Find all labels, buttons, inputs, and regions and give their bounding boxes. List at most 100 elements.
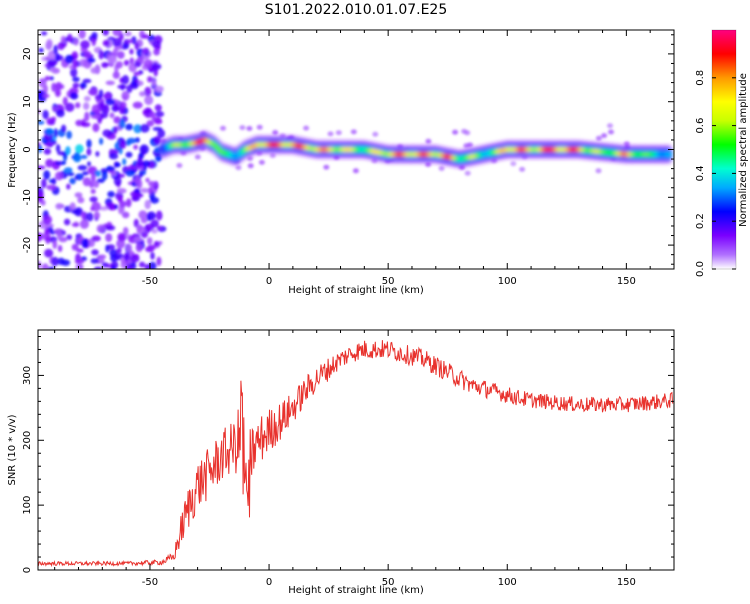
spectrogram-x-ticks: -50 0 50 100 150: [54, 30, 675, 287]
noise-blob: [105, 233, 113, 243]
noise-blob: [151, 78, 157, 87]
noise-blob: [128, 235, 138, 244]
noise-blob: [90, 188, 96, 194]
noise-blob: [601, 133, 608, 139]
x-tick-label: 50: [382, 577, 395, 588]
noise-blob: [107, 191, 115, 198]
noise-blob: [123, 252, 130, 261]
noise-blob: [176, 163, 183, 168]
noise-blob: [137, 157, 143, 168]
noise-blob: [38, 120, 45, 125]
x-tick-label: 50: [382, 276, 395, 287]
noise-blob: [99, 137, 104, 145]
noise-blob: [126, 84, 133, 93]
noise-blob: [114, 204, 119, 210]
noise-blob: [147, 187, 154, 195]
noise-blob: [105, 98, 116, 106]
noise-blob: [247, 163, 254, 169]
noise-blob: [66, 234, 73, 240]
noise-blob: [154, 104, 162, 112]
noise-blob: [45, 236, 51, 244]
noise-blob: [122, 158, 127, 166]
noise-blob: [155, 111, 165, 118]
spectrogram-marks: [38, 30, 674, 269]
noise-blob: [121, 75, 130, 85]
noise-blob: [81, 238, 89, 249]
noise-blob: [77, 165, 88, 171]
noise-blob: [144, 199, 151, 210]
colorbar-tick-label: 0.2: [695, 213, 706, 229]
noise-blob: [127, 39, 134, 44]
noise-blob: [66, 183, 71, 190]
noise-blob: [86, 139, 92, 149]
noise-blob: [98, 254, 107, 259]
noise-blob: [220, 125, 226, 131]
noise-blob: [113, 176, 122, 187]
noise-blob: [57, 257, 66, 265]
noise-blob: [47, 266, 55, 269]
noise-blob: [91, 104, 101, 114]
noise-blob: [115, 61, 123, 69]
noise-blob: [101, 170, 108, 181]
noise-blob: [126, 137, 137, 144]
noise-blob: [55, 53, 60, 62]
noise-blob: [72, 82, 80, 88]
noise-blob: [72, 76, 80, 82]
noise-blob: [116, 238, 126, 249]
noise-blob: [146, 120, 155, 127]
noise-blob: [105, 244, 110, 253]
figure-title: S101.2022.010.01.07.E25: [265, 2, 448, 18]
noise-blob: [105, 166, 116, 171]
noise-blob: [110, 265, 117, 269]
noise-blob: [133, 188, 141, 193]
noise-blob: [235, 165, 242, 171]
noise-blob: [61, 124, 67, 133]
noise-blob: [125, 243, 133, 253]
noise-blob: [47, 60, 58, 66]
noise-blob: [43, 84, 48, 94]
noise-blob: [92, 180, 100, 188]
y-tick-label: 0: [22, 146, 33, 152]
noise-blob: [102, 30, 109, 36]
noise-blob: [140, 217, 148, 224]
noise-blob: [56, 109, 65, 118]
noise-blob: [80, 154, 88, 159]
noise-blob: [94, 170, 101, 177]
snr-marks: [38, 340, 674, 568]
noise-blob: [125, 123, 133, 131]
noise-blob: [147, 244, 156, 251]
noise-blob: [38, 144, 43, 154]
noise-blob: [86, 148, 92, 156]
noise-blob: [133, 144, 138, 150]
noise-blob: [66, 130, 72, 140]
noise-blob: [425, 138, 432, 144]
noise-blob: [154, 118, 163, 125]
noise-blob: [84, 111, 90, 122]
noise-blob: [142, 47, 150, 55]
noise-blob: [156, 256, 162, 266]
noise-blob: [44, 76, 51, 81]
noise-blob: [93, 266, 103, 269]
colorbar-tick-label: 0.0: [695, 261, 706, 277]
noise-blob: [116, 247, 122, 254]
noise-blob: [142, 166, 147, 171]
noise-blob: [90, 258, 99, 264]
noise-blob: [69, 177, 76, 185]
noise-blob: [113, 116, 121, 124]
noise-blob: [323, 164, 330, 170]
snr-series-line: [38, 340, 674, 568]
noise-blob: [113, 102, 119, 112]
snr-y-ticks: 0 100 200 300: [22, 335, 674, 573]
x-tick-label: 0: [266, 276, 272, 287]
noise-blob: [55, 171, 64, 181]
noise-blob: [96, 224, 106, 233]
noise-blob: [134, 42, 140, 50]
noise-blob: [139, 124, 150, 133]
colorbar: 0.0 0.2 0.4 0.6 0.8 Normalized spectral ampl…: [695, 29, 749, 277]
noise-blob: [51, 82, 57, 93]
noise-blob: [91, 201, 101, 212]
noise-blob: [95, 151, 100, 157]
spectrogram-panel: -50 0 50 100 150 -20 -10 0 10 20 Height of strai…: [7, 29, 675, 296]
noise-blob: [98, 89, 104, 98]
noise-blob: [79, 82, 87, 89]
